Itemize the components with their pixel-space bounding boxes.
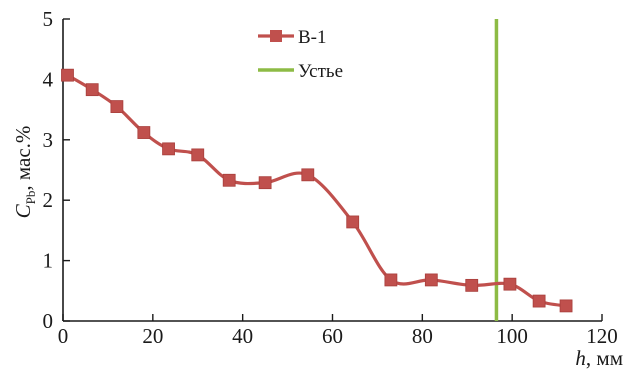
- x-tick-label: 60: [322, 324, 343, 348]
- series-line: [66, 73, 567, 308]
- data-point: [191, 148, 205, 162]
- data-point: [258, 176, 272, 190]
- data-point: [137, 126, 151, 139]
- data-point: [222, 173, 236, 187]
- axes: 0 1 2 3 4 5 0 20 40 60 80 100 120: [43, 7, 618, 348]
- data-point: [384, 273, 398, 287]
- data-point: [532, 294, 546, 308]
- data-point: [559, 299, 573, 313]
- y-axis-label-subscript: Pb: [23, 191, 38, 205]
- data-point: [110, 100, 124, 113]
- data-point: [301, 168, 315, 182]
- x-tick-label: 100: [496, 324, 528, 348]
- x-tick-label: 0: [58, 324, 69, 348]
- y-tick-label: 4: [43, 67, 54, 91]
- x-tick-label: 40: [232, 324, 253, 348]
- data-point: [61, 68, 74, 82]
- y-tick-label: 0: [43, 309, 54, 333]
- data-point: [424, 273, 438, 287]
- x-axis-label-italic: h: [575, 346, 586, 370]
- legend-marker-b1: [270, 30, 282, 42]
- y-tick-label: 1: [43, 249, 54, 273]
- legend-label-ustye: Устье: [298, 61, 343, 82]
- x-tick-label: 120: [586, 324, 618, 348]
- legend: В-1 Устье: [258, 27, 343, 82]
- data-point: [346, 215, 360, 229]
- legend-label-b1: В-1: [298, 27, 327, 48]
- x-axis-label: h, мм: [575, 346, 623, 370]
- y-tick-label: 5: [43, 7, 54, 31]
- x-tick-label: 20: [142, 324, 163, 348]
- y-tick-label: 3: [43, 128, 54, 152]
- y-axis-label: CPb, мас.%: [11, 126, 38, 219]
- y-tick-label: 2: [43, 188, 54, 212]
- data-point: [85, 83, 99, 97]
- x-tick-label: 80: [412, 324, 433, 348]
- y-axis-label-italic: C: [11, 203, 35, 218]
- x-axis-label-rest: , мм: [586, 346, 623, 370]
- y-axis-label-rest: , мас.%: [11, 126, 35, 191]
- series-group: [61, 68, 573, 313]
- data-point: [465, 278, 479, 292]
- data-point: [162, 142, 175, 156]
- data-point: [503, 277, 517, 291]
- axis-labels: h, мм CPb, мас.%: [11, 126, 623, 370]
